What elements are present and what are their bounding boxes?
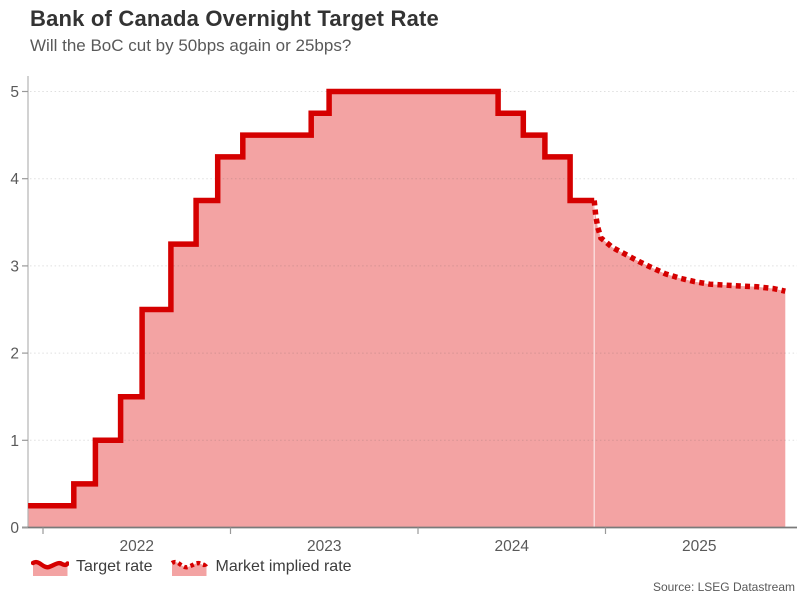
legend-item-target-rate[interactable]: Target rate — [31, 556, 152, 578]
chart-legend: Target rate Market implied rate — [31, 556, 352, 578]
legend-label-target-rate: Target rate — [76, 558, 153, 575]
y-tick-label-4: 4 — [10, 171, 19, 188]
x-tick-label-2022: 2022 — [120, 538, 154, 555]
legend-label-market-implied-rate: Market implied rate — [215, 558, 352, 575]
x-tick-label-2025: 2025 — [682, 538, 716, 555]
y-tick-label-1: 1 — [10, 433, 19, 450]
x-tick-label-2023: 2023 — [307, 538, 341, 555]
x-tick-label-2024: 2024 — [495, 538, 530, 555]
y-tick-label-2: 2 — [10, 346, 19, 363]
chart-subtitle: Will the BoC cut by 50bps again or 25bps… — [30, 36, 352, 55]
target-rate-line — [28, 88, 595, 509]
market-implied-rate-line — [591, 200, 786, 294]
legend-item-market-implied-rate[interactable]: Market implied rate — [170, 556, 352, 578]
source-attribution: Source: LSEG Datastream — [652, 580, 795, 594]
y-tick-label-0: 0 — [10, 520, 19, 537]
chart-title: Bank of Canada Overnight Target Rate — [30, 6, 439, 31]
area-dotted-wave-swatch-icon — [171, 559, 209, 576]
y-tick-label-5: 5 — [10, 84, 19, 101]
target-rate-area-fill — [28, 91, 595, 528]
market-implied-area-fill — [594, 200, 786, 528]
y-tick-label-3: 3 — [10, 258, 19, 275]
area-solid-wave-swatch-icon — [31, 559, 69, 576]
